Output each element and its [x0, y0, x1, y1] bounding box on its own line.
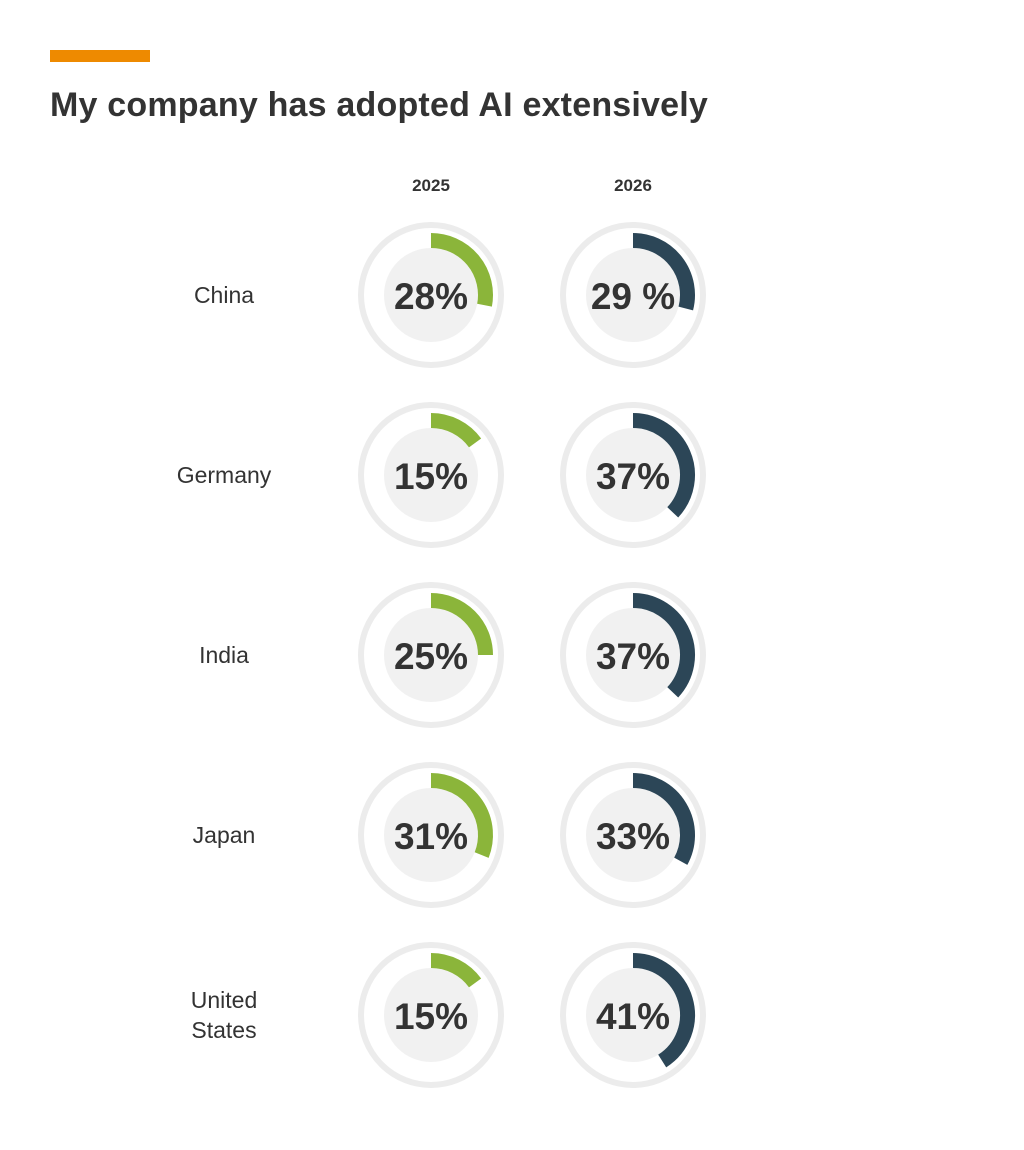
donut-track	[358, 222, 504, 368]
donut-value-label: 41%	[596, 996, 670, 1037]
donut-united-states-2025: 15%	[358, 942, 504, 1088]
donut-value-label: 28%	[394, 276, 468, 317]
donut-track	[358, 942, 504, 1088]
donut-center	[384, 968, 478, 1062]
donut-arc	[632, 773, 695, 865]
donut-track	[560, 942, 706, 1088]
donut-center	[586, 788, 680, 882]
donut-center	[586, 608, 680, 702]
donut-japan-2025: 31%	[358, 762, 504, 908]
donut-track	[560, 582, 706, 728]
donut-arc	[430, 233, 493, 307]
donut-track	[358, 402, 504, 548]
row-label-japan: Japan	[193, 822, 256, 848]
donut-arc	[430, 773, 493, 858]
chart-title: My company has adopted AI extensively	[50, 86, 709, 124]
donut-china-2026: 29 %	[560, 222, 706, 368]
row-label-germany: Germany	[177, 462, 272, 488]
donut-value-label: 15%	[394, 996, 468, 1037]
donut-india-2026: 37%	[560, 582, 706, 728]
donut-track	[560, 402, 706, 548]
donut-japan-2026: 33%	[560, 762, 706, 908]
donut-center	[384, 428, 478, 522]
donut-center	[586, 968, 680, 1062]
donut-united-states-2026: 41%	[560, 942, 706, 1088]
donut-arc	[632, 953, 695, 1068]
row-label-united-states: United States	[191, 987, 257, 1043]
donut-value-label: 25%	[394, 636, 468, 677]
donut-china-2025: 28%	[358, 222, 504, 368]
donut-arc	[632, 593, 695, 698]
donut-track	[560, 222, 706, 368]
column-header-2025: 2025	[412, 176, 450, 195]
donut-center	[384, 788, 478, 882]
donut-center	[586, 428, 680, 522]
donut-arc	[430, 953, 482, 988]
row-label-china: China	[194, 282, 254, 308]
donut-india-2025: 25%	[358, 582, 504, 728]
donut-arc	[430, 593, 493, 656]
donut-value-label: 31%	[394, 816, 468, 857]
donut-arc	[632, 413, 695, 518]
donut-center	[586, 248, 680, 342]
donut-value-label: 37%	[596, 636, 670, 677]
row-label-india: India	[199, 642, 249, 668]
donut-value-label: 29 %	[591, 276, 675, 317]
donut-value-label: 15%	[394, 456, 468, 497]
column-header-2026: 2026	[614, 176, 652, 195]
donut-track	[358, 582, 504, 728]
donut-arc	[430, 413, 482, 448]
donut-germany-2025: 15%	[358, 402, 504, 548]
donut-track	[560, 762, 706, 908]
donut-germany-2026: 37%	[560, 402, 706, 548]
donut-arc	[632, 233, 695, 311]
donut-track	[358, 762, 504, 908]
donut-value-label: 33%	[596, 816, 670, 857]
donut-center	[384, 608, 478, 702]
donut-value-label: 37%	[596, 456, 670, 497]
accent-bar	[50, 50, 150, 62]
donut-center	[384, 248, 478, 342]
